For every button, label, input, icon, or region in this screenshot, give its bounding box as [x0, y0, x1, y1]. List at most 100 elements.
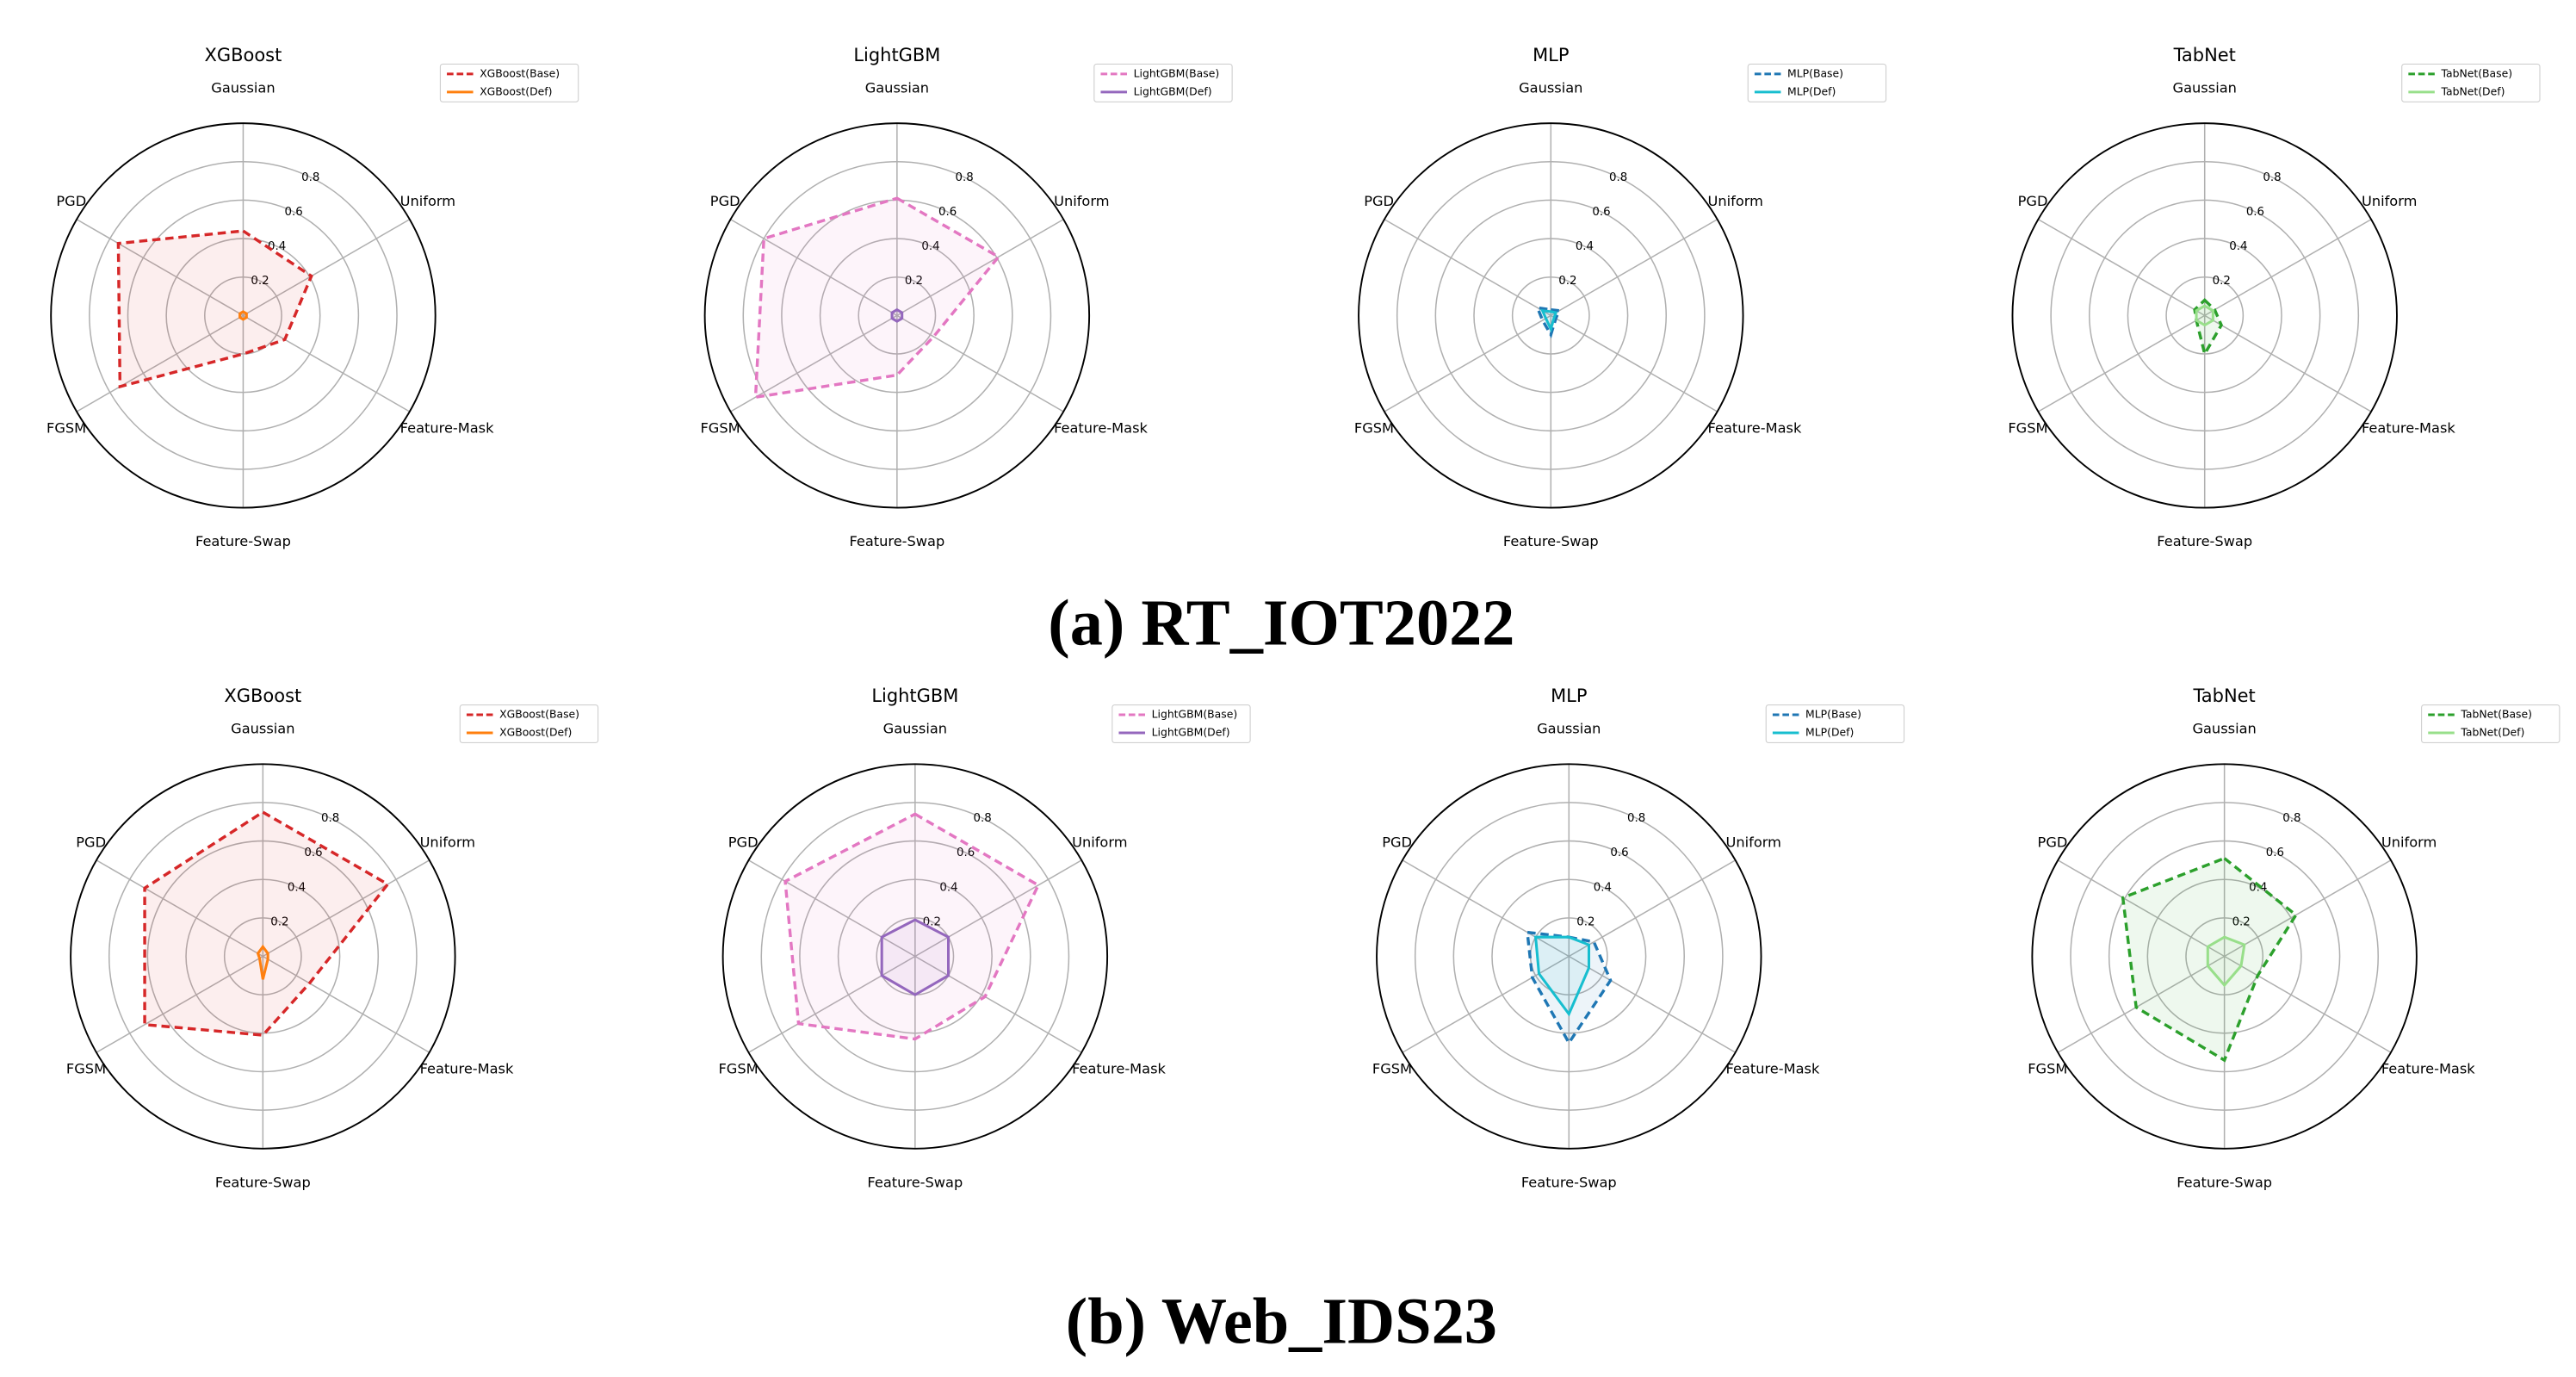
spoke: [896, 314, 1064, 412]
category-label: Feature-Swap: [867, 1174, 963, 1190]
spoke: [96, 859, 263, 958]
series-line: [783, 812, 1041, 1041]
category-label: FGSM: [718, 1061, 758, 1077]
category-label: Feature-Swap: [1503, 533, 1599, 549]
category-label: PGD: [2018, 193, 2048, 209]
r-tick-label: 0.4: [2229, 240, 2247, 253]
r-tick-label: 0.6: [1592, 206, 1610, 219]
chart-title: TabNet: [2173, 45, 2236, 65]
category-label: Uniform: [400, 193, 455, 209]
category-label: Feature-Swap: [195, 533, 291, 549]
spoke: [1402, 955, 1570, 1053]
spoke: [1550, 314, 1718, 412]
r-tick-label: 0.4: [921, 240, 939, 253]
category-label: Gaussian: [231, 721, 294, 737]
series-line: [143, 810, 390, 1037]
spoke: [76, 219, 244, 317]
spoke: [243, 314, 411, 412]
legend-box: [1747, 63, 1887, 102]
series-area: [2196, 306, 2214, 326]
r-tick-label: 0.8: [321, 812, 339, 825]
legend-box: [459, 704, 599, 744]
legend-label: LightGBM(Base): [1134, 66, 1220, 79]
category-label: FGSM: [2028, 1061, 2067, 1077]
category-label: Uniform: [420, 834, 475, 850]
category-label: Feature-Swap: [2157, 533, 2252, 549]
category-label: Uniform: [1726, 834, 1781, 850]
spoke: [2038, 219, 2206, 317]
spoke: [262, 955, 430, 1053]
category-label: Gaussian: [883, 721, 947, 737]
chart-title: XGBoost: [205, 45, 282, 65]
spoke: [748, 955, 916, 1053]
radar-chart: MLP 0.2 0.4 0.6 0.8 Gaussian Uniform Feature-Ma…: [1372, 685, 1905, 1190]
r-tick-label: 0.6: [957, 847, 975, 859]
series-area: [118, 231, 312, 387]
series-line: [1533, 935, 1591, 1017]
legend-label: TabNet(Def): [2460, 726, 2524, 739]
category-label: Gaussian: [211, 80, 275, 96]
category-label: PGD: [2038, 834, 2068, 850]
category-label: PGD: [728, 834, 759, 850]
r-tick-label: 0.6: [2266, 847, 2284, 859]
series-line: [256, 944, 269, 980]
series-line: [2193, 298, 2223, 358]
series-line: [2206, 935, 2246, 988]
r-tick-label: 0.6: [1610, 847, 1628, 859]
chart-title: LightGBM: [871, 685, 958, 706]
series-line: [890, 307, 904, 323]
caption: (b) Web_IDS23: [1066, 1284, 1497, 1357]
series-line: [1540, 308, 1558, 333]
category-label: FGSM: [1372, 1061, 1412, 1077]
series-line: [880, 918, 951, 996]
series-line: [116, 229, 313, 389]
legend-box: [1112, 704, 1251, 744]
legend-label: XGBoost(Base): [499, 708, 579, 721]
outer-circle: [703, 122, 1091, 509]
outer-circle: [1376, 763, 1762, 1150]
category-label: Gaussian: [2173, 80, 2237, 96]
spoke: [76, 314, 244, 412]
spoke: [914, 859, 1082, 958]
series-area: [2122, 858, 2296, 1061]
category-label: Gaussian: [1537, 721, 1601, 737]
category-label: Gaussian: [1519, 80, 1582, 96]
series-area: [755, 198, 999, 398]
legend-label: TabNet(Base): [2460, 708, 2532, 721]
spoke: [1402, 859, 1570, 958]
r-tick-label: 0.4: [2249, 881, 2267, 894]
category-label: Feature-Swap: [849, 533, 944, 549]
chart-title: LightGBM: [853, 45, 940, 65]
r-tick-label: 0.2: [1576, 915, 1595, 928]
legend-label: MLP(Base): [1787, 66, 1843, 79]
legend-label: TabNet(Base): [2440, 66, 2512, 79]
r-tick-label: 0.6: [2246, 206, 2264, 219]
radar-chart: XGBoost 0.2 0.4 0.6 0.8 Gaussian Uniform Featur…: [46, 45, 579, 549]
category-label: Uniform: [1708, 193, 1763, 209]
r-tick-label: 0.6: [285, 206, 303, 219]
r-tick-label: 0.8: [2263, 171, 2281, 184]
category-label: Feature-Mask: [1726, 1061, 1820, 1077]
spoke: [96, 955, 263, 1053]
series-area: [2195, 300, 2222, 355]
legend-box: [1765, 704, 1905, 744]
series-area: [2208, 937, 2245, 986]
series-area: [882, 920, 949, 996]
caption: (a) RT_IOT2022: [1048, 586, 1514, 659]
outer-circle: [2011, 122, 2398, 509]
spoke: [2224, 859, 2392, 958]
legend-label: XGBoost(Def): [499, 726, 572, 739]
outer-circle: [50, 122, 437, 509]
series-line: [2121, 856, 2299, 1063]
category-label: Feature-Mask: [420, 1061, 514, 1077]
series-area: [1535, 937, 1589, 1014]
r-tick-label: 0.8: [1609, 171, 1627, 184]
legend-box: [439, 63, 579, 102]
category-label: PGD: [76, 834, 106, 850]
series-area: [785, 814, 1038, 1039]
outer-circle: [721, 763, 1109, 1150]
category-label: Uniform: [1054, 193, 1109, 209]
category-label: Uniform: [2362, 193, 2417, 209]
spoke: [1550, 219, 1718, 317]
